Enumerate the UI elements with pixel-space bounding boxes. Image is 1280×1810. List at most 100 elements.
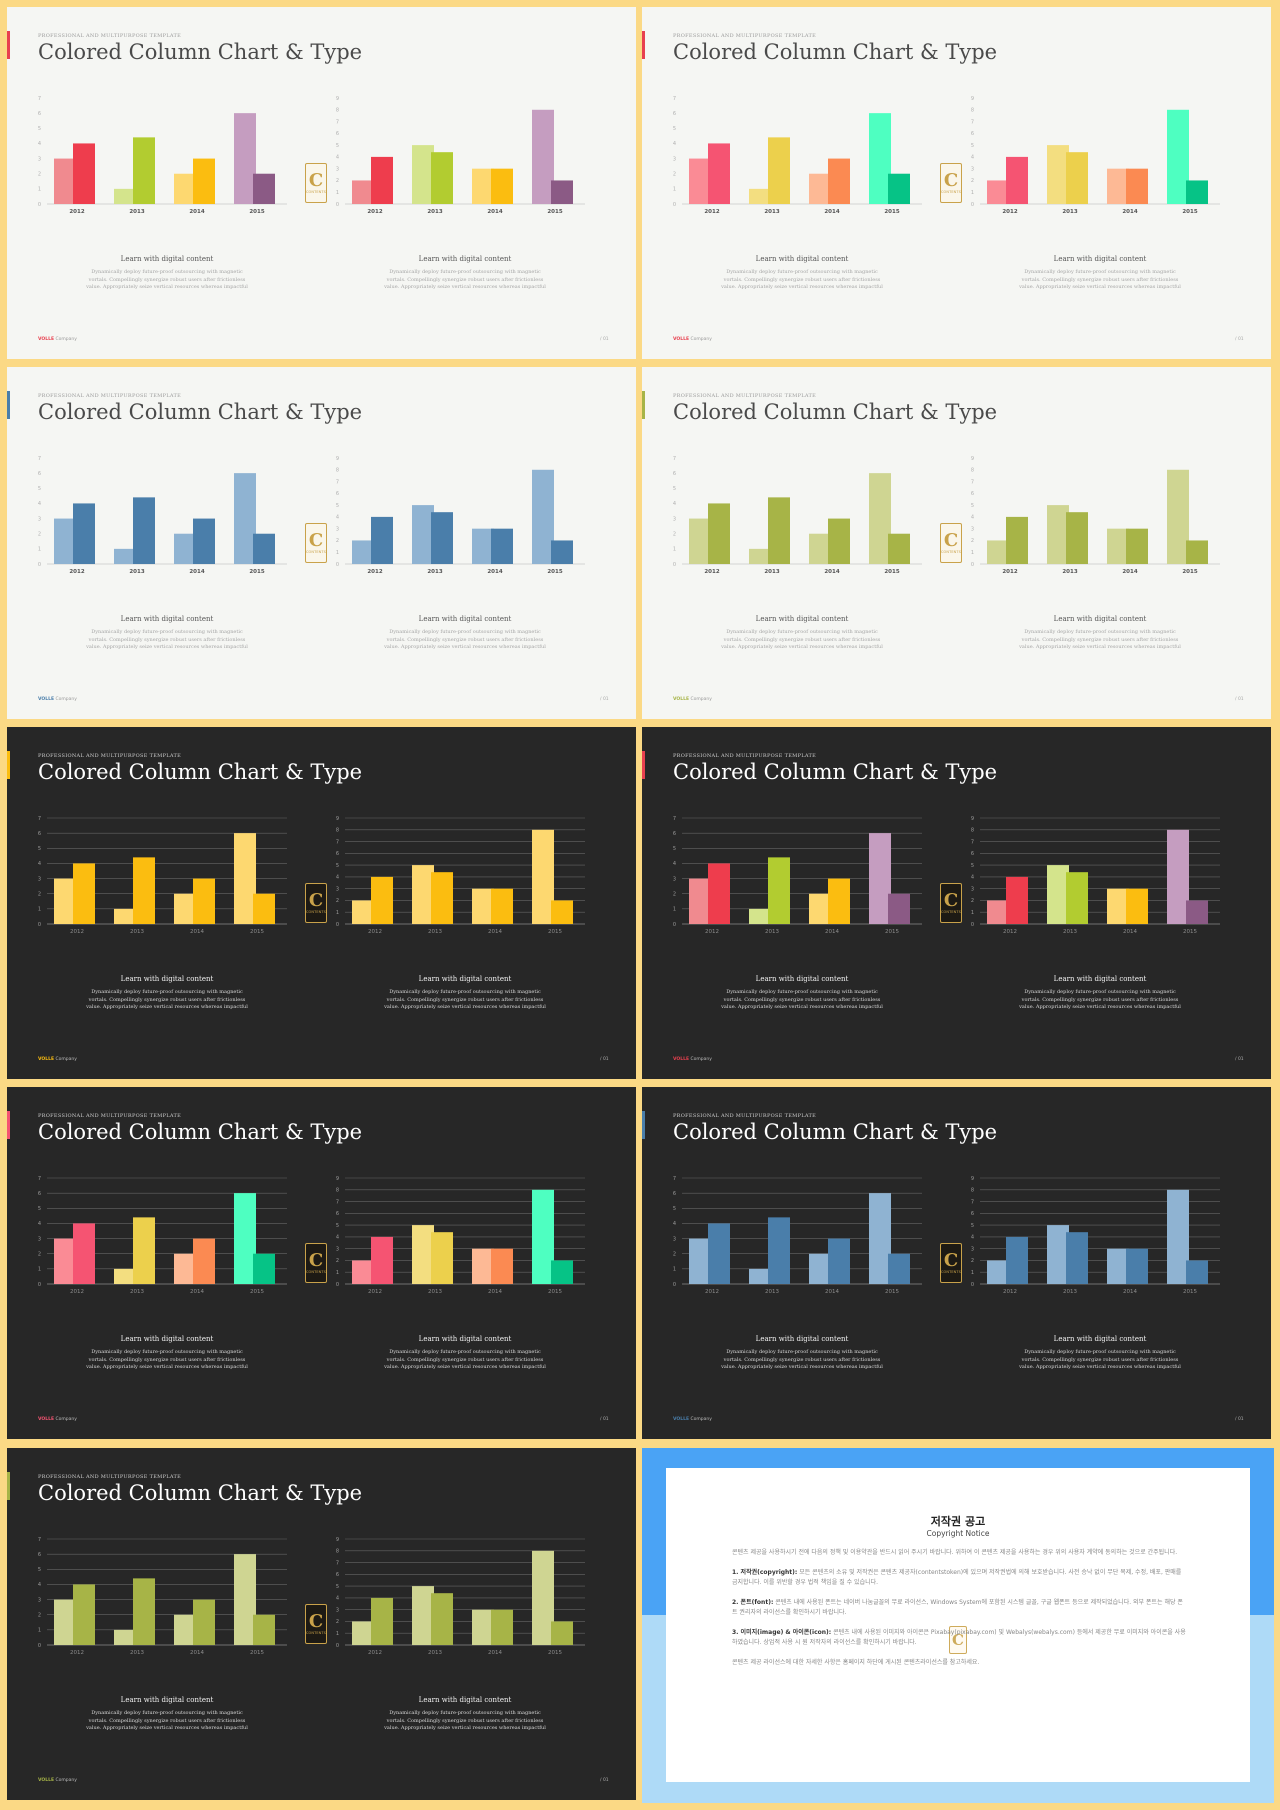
bar-2015-series-1: [234, 113, 256, 204]
brand-name: VOLLE: [38, 697, 55, 702]
caption-body: Dynamically deploy future-proof outsourc…: [721, 1349, 883, 1370]
bar-2012-series-1: [987, 900, 1009, 924]
bar-2015-series-2: [1186, 900, 1208, 924]
y-tick-label: 8: [336, 1188, 339, 1194]
bar-2013-series-2: [431, 1593, 453, 1645]
bar-2013-series-1: [412, 145, 434, 204]
y-tick-label: 4: [673, 1221, 676, 1227]
y-tick-label: 0: [38, 922, 41, 928]
bar-2012-series-1: [689, 1238, 711, 1284]
bar-2013-series-1: [1047, 145, 1069, 204]
y-tick-label: 3: [38, 1236, 41, 1242]
column-chart-left: 0 1 2 3 4 5 6 7 2012 2013 2014 2015: [673, 456, 922, 575]
y-tick-label: 0: [336, 562, 339, 568]
x-tick-label: 2012: [704, 569, 719, 575]
bar-2015-series-1: [234, 1554, 256, 1645]
y-tick-label: 7: [971, 839, 974, 845]
y-tick-label: 1: [336, 550, 339, 556]
bar-2012-series-2: [708, 863, 730, 924]
bar-2013-series-1: [1047, 1225, 1069, 1284]
x-tick-label: 2015: [548, 1650, 562, 1656]
bar-2014-series-1: [472, 528, 494, 564]
slide-kicker: PROFESSIONAL AND MULTIPURPOSE TEMPLATE: [673, 753, 817, 759]
bar-2015-series-1: [869, 833, 891, 924]
caption-title: Learn with digital content: [120, 615, 214, 623]
copyright-card: 저작권 공고 Copyright Notice C 콘텐츠 제공을 사용하시기 …: [666, 1468, 1250, 1782]
slide-1: PROFESSIONAL AND MULTIPURPOSE TEMPLATE Co…: [7, 7, 636, 359]
x-tick-label: 2015: [885, 929, 899, 935]
bar-2014-series-2: [828, 1238, 850, 1284]
x-tick-label: 2015: [884, 209, 899, 215]
x-tick-label: 2012: [70, 1289, 84, 1295]
bar-2013-series-2: [1066, 1232, 1088, 1284]
company-label: Company: [55, 697, 77, 702]
bar-2014-series-1: [174, 173, 196, 204]
y-tick-label: 8: [336, 108, 339, 114]
contents-badge-logo: C CONTENTS: [305, 1604, 327, 1644]
bar-2014-series-1: [1107, 168, 1129, 204]
page-number: / 01: [1235, 337, 1244, 342]
bar-2015-series-1: [1167, 1189, 1189, 1284]
y-tick-label: 2: [673, 532, 676, 538]
x-tick-label: 2015: [250, 1650, 264, 1656]
badge-text: CONTENTS: [941, 189, 961, 194]
x-tick-label: 2013: [130, 929, 144, 935]
x-tick-label: 2014: [824, 569, 839, 575]
y-tick-label: 5: [38, 846, 41, 852]
bar-2013-series-2: [768, 1217, 790, 1284]
y-tick-label: 3: [38, 516, 41, 522]
bar-2015-series-1: [532, 829, 554, 924]
bar-2014-series-1: [1107, 1248, 1129, 1284]
bar-2015-series-1: [869, 1193, 891, 1284]
y-tick-label: 2: [971, 898, 974, 904]
bar-2015-series-1: [532, 1550, 554, 1645]
y-tick-label: 2: [38, 892, 41, 898]
bar-2012-series-2: [371, 516, 393, 564]
bar-2012-series-2: [708, 1223, 730, 1284]
y-tick-label: 5: [38, 486, 41, 492]
x-tick-label: 2014: [487, 569, 502, 575]
y-tick-label: 4: [336, 875, 339, 881]
y-tick-label: 2: [38, 1252, 41, 1258]
y-tick-label: 4: [971, 875, 974, 881]
badge-text: CONTENTS: [306, 189, 326, 194]
y-tick-label: 7: [38, 1537, 41, 1543]
caption-body: Dynamically deploy future-proof outsourc…: [1019, 269, 1181, 290]
y-tick-label: 3: [673, 876, 676, 882]
y-tick-label: 1: [38, 1628, 41, 1634]
contents-badge-logo: C CONTENTS: [940, 1243, 962, 1283]
y-tick-label: 6: [336, 1211, 339, 1217]
company-label: Company: [55, 1057, 77, 1062]
y-tick-label: 4: [38, 861, 41, 867]
accent-bar: [642, 31, 645, 59]
page-number: / 01: [600, 1057, 609, 1062]
x-tick-label: 2012: [1002, 569, 1017, 575]
page-number: / 01: [600, 697, 609, 702]
bar-2013-series-2: [1066, 512, 1088, 564]
bar-2013-series-2: [133, 857, 155, 924]
bar-2012-series-1: [54, 1599, 76, 1645]
x-tick-label: 2012: [705, 929, 719, 935]
y-tick-label: 4: [38, 141, 41, 147]
bar-2015-series-2: [551, 540, 573, 564]
x-tick-label: 2013: [764, 209, 779, 215]
caption-body: Dynamically deploy future-proof outsourc…: [1019, 1349, 1181, 1370]
x-tick-label: 2014: [1123, 929, 1137, 935]
page-number: / 01: [1235, 697, 1244, 702]
y-tick-label: 4: [336, 1596, 339, 1602]
slide-4: PROFESSIONAL AND MULTIPURPOSE TEMPLATE Co…: [642, 367, 1271, 719]
y-tick-label: 9: [971, 456, 974, 462]
bar-2015-series-2: [1186, 180, 1208, 204]
y-tick-label: 8: [971, 1188, 974, 1194]
y-tick-label: 9: [971, 816, 974, 822]
badge-text: CONTENTS: [941, 1269, 961, 1274]
bar-2015-series-1: [532, 469, 554, 564]
y-tick-label: 3: [673, 156, 676, 162]
bar-2015-series-1: [1167, 829, 1189, 924]
x-tick-label: 2013: [1063, 929, 1077, 935]
bar-2014-series-1: [1107, 888, 1129, 924]
bar-2014-series-2: [828, 518, 850, 564]
copyright-subtitle: Copyright Notice: [926, 1529, 990, 1538]
column-chart-left: 0 1 2 3 4 5 6 7 2012 2013 2014 2015: [38, 456, 287, 575]
slide-5: PROFESSIONAL AND MULTIPURPOSE TEMPLATE Co…: [7, 727, 636, 1079]
